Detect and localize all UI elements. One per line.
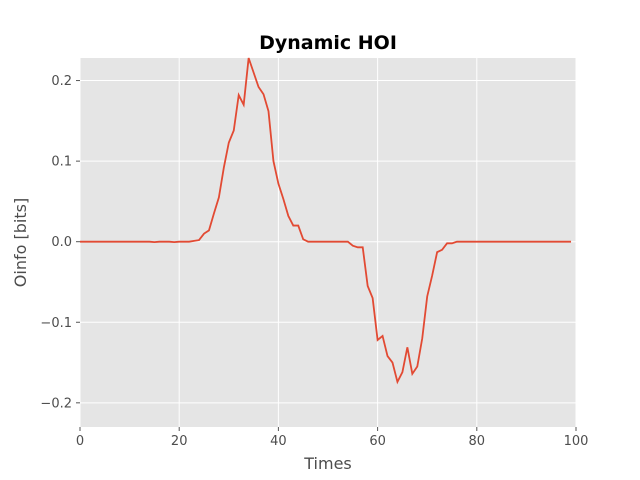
y-axis-label: Oinfo [bits] [11,198,30,287]
x-tick-label: 80 [469,434,486,449]
x-axis-ticks: 0 20 40 60 80 100 [76,427,589,449]
y-tick-label: −0.2 [40,396,72,411]
x-tick-label: 60 [369,434,386,449]
x-axis-label: Times [303,454,352,473]
x-tick-label: 20 [171,434,188,449]
y-tick-label: 0.1 [51,155,72,170]
y-tick-label: 0.2 [51,74,72,89]
chart-title: Dynamic HOI [259,32,397,54]
x-tick-label: 0 [76,434,84,449]
y-tick-label: −0.1 [40,316,72,331]
x-tick-label: 40 [270,434,287,449]
y-axis-ticks: −0.2 −0.1 0.0 0.1 0.2 [40,74,80,411]
x-tick-label: 100 [564,434,589,449]
y-tick-label: 0.0 [51,235,72,250]
series-line [80,57,572,385]
